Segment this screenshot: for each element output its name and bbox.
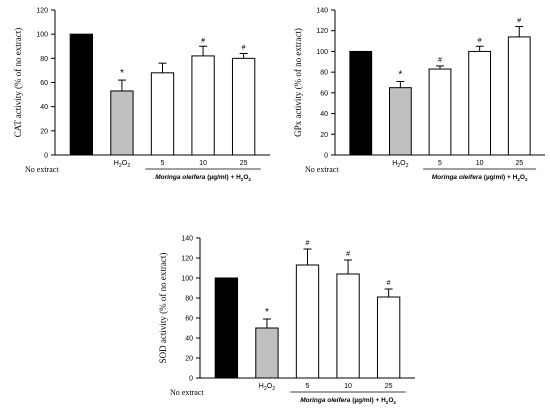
y-tick-label: 0 bbox=[324, 153, 328, 160]
x-category-label: 10 bbox=[199, 160, 207, 167]
significance-marker: # bbox=[201, 37, 205, 44]
y-tick-label: 60 bbox=[185, 316, 193, 323]
y-tick-label: 60 bbox=[40, 80, 48, 87]
bar-1 bbox=[388, 87, 412, 156]
x-category-label: 10 bbox=[344, 383, 352, 390]
significance-marker: * bbox=[398, 69, 402, 80]
bar-2 bbox=[150, 72, 175, 156]
bar-4 bbox=[376, 296, 401, 379]
group-label: Moringa oleifera (µg/ml) + H2O2 bbox=[300, 397, 396, 405]
significance-marker: # bbox=[346, 251, 350, 258]
significance-marker: # bbox=[517, 18, 521, 25]
cat-chart-svg: 0 20 40 60 80 100 120 CAT activity (% of no ext… bbox=[13, 8, 270, 182]
significance-marker: # bbox=[478, 37, 482, 44]
bar-0 bbox=[69, 33, 94, 156]
x-category-label: No extract bbox=[170, 388, 204, 397]
x-category-label: No extract bbox=[305, 165, 339, 174]
y-tick-label: 40 bbox=[320, 111, 328, 118]
x-category-label: H2O2 bbox=[259, 383, 275, 392]
sod-activity-chart: 0 20 40 60 80 100 120 140 SOD activity (% of no … bbox=[140, 230, 440, 412]
bar-4 bbox=[231, 57, 256, 156]
y-axis-label: CAT activity (% of no extract) bbox=[13, 28, 23, 138]
significance-marker: # bbox=[387, 280, 391, 287]
y-tick-label: 120 bbox=[316, 28, 328, 35]
y-tick-label: 140 bbox=[181, 236, 193, 243]
y-tick-label: 20 bbox=[320, 132, 328, 139]
y-tick-label: 100 bbox=[36, 32, 48, 39]
bar-1 bbox=[255, 327, 279, 379]
y-tick-label: 100 bbox=[316, 49, 328, 56]
bar-3 bbox=[468, 50, 492, 156]
y-axis-label: GPx activity (% of no extract) bbox=[293, 28, 303, 137]
significance-marker: * bbox=[120, 68, 124, 79]
sod-chart-svg: 0 20 40 60 80 100 120 140 SOD activity (% of no … bbox=[158, 236, 415, 405]
x-category-label: 5 bbox=[438, 160, 442, 167]
x-category-label: 25 bbox=[385, 383, 393, 390]
y-tick-label: 20 bbox=[185, 356, 193, 363]
bar-3 bbox=[336, 273, 360, 379]
y-tick-label: 0 bbox=[189, 376, 193, 383]
y-tick-label: 140 bbox=[316, 8, 328, 15]
x-category-label: 5 bbox=[161, 160, 165, 167]
x-category-label: H2O2 bbox=[392, 160, 408, 169]
y-tick-label: 40 bbox=[40, 104, 48, 111]
significance-marker: * bbox=[265, 307, 269, 318]
y-tick-label: 20 bbox=[40, 128, 48, 135]
y-tick-label: 80 bbox=[40, 56, 48, 63]
y-tick-label: 120 bbox=[36, 8, 48, 15]
cat-activity-chart: 0 20 40 60 80 100 120 CAT activity (% of no ext… bbox=[0, 0, 275, 200]
bar-2 bbox=[428, 68, 452, 156]
group-label: Moringa oleifera (µg/ml) + H2O2 bbox=[432, 174, 528, 182]
significance-marker: # bbox=[242, 45, 246, 52]
y-axis-label: SOD activity (% of no extract) bbox=[158, 253, 168, 364]
y-tick-label: 120 bbox=[181, 256, 193, 263]
bar-0 bbox=[349, 50, 373, 156]
bar-4 bbox=[507, 36, 531, 156]
y-tick-label: 100 bbox=[181, 276, 193, 283]
y-tick-label: 40 bbox=[185, 336, 193, 343]
y-tick-label: 80 bbox=[320, 70, 328, 77]
bar-3 bbox=[191, 55, 215, 156]
y-tick-label: 80 bbox=[185, 296, 193, 303]
x-category-label: No extract bbox=[25, 165, 59, 174]
gpx-activity-chart: 0 20 40 60 80 100 120 140 GPx activity (% of no … bbox=[285, 0, 550, 200]
bar-1 bbox=[110, 90, 134, 156]
group-label: Moringa oleifera (µg/ml) + H2O2 bbox=[155, 174, 251, 182]
y-tick-label: 60 bbox=[320, 90, 328, 97]
significance-marker: # bbox=[438, 57, 442, 64]
bar-2 bbox=[295, 264, 320, 379]
x-category-label: H2O2 bbox=[114, 160, 130, 169]
x-category-label: 25 bbox=[515, 160, 523, 167]
x-category-label: 10 bbox=[476, 160, 484, 167]
gpx-chart-svg: 0 20 40 60 80 100 120 140 GPx activity (% of no … bbox=[293, 8, 545, 182]
x-category-label: 25 bbox=[240, 160, 248, 167]
significance-marker: # bbox=[306, 240, 310, 247]
bar-0 bbox=[214, 277, 239, 379]
y-tick-label: 0 bbox=[44, 153, 48, 160]
x-category-label: 5 bbox=[306, 383, 310, 390]
